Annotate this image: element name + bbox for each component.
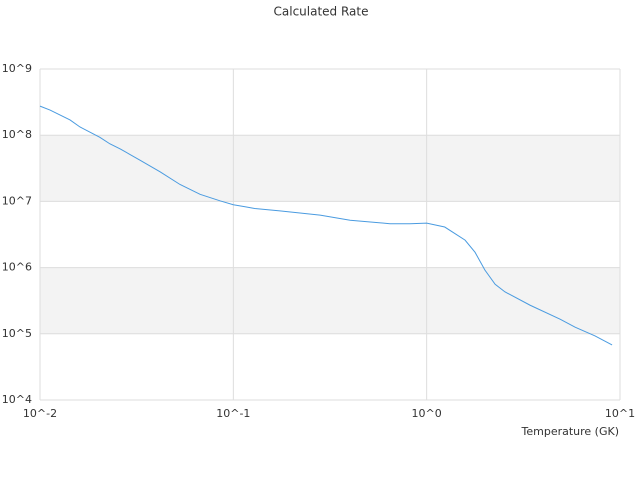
grid-band xyxy=(40,267,620,334)
y-tick-label: 10^8 xyxy=(2,128,32,141)
y-tick-label: 10^9 xyxy=(2,62,32,75)
y-tick-label: 10^6 xyxy=(2,261,32,274)
x-tick-label: 10^-1 xyxy=(216,407,250,420)
x-tick-label: 10^0 xyxy=(412,407,442,420)
x-tick-label: 10^1 xyxy=(605,407,635,420)
y-tick-label: 10^7 xyxy=(2,194,32,207)
y-tick-label: 10^5 xyxy=(2,327,32,340)
grid-band xyxy=(40,135,620,202)
x-tick-label: 10^-2 xyxy=(23,407,57,420)
y-tick-label: 10^4 xyxy=(2,393,32,406)
x-axis-label: Temperature (GK) xyxy=(521,425,620,438)
line-series xyxy=(39,105,613,346)
chart-title: Calculated Rate xyxy=(274,5,369,19)
